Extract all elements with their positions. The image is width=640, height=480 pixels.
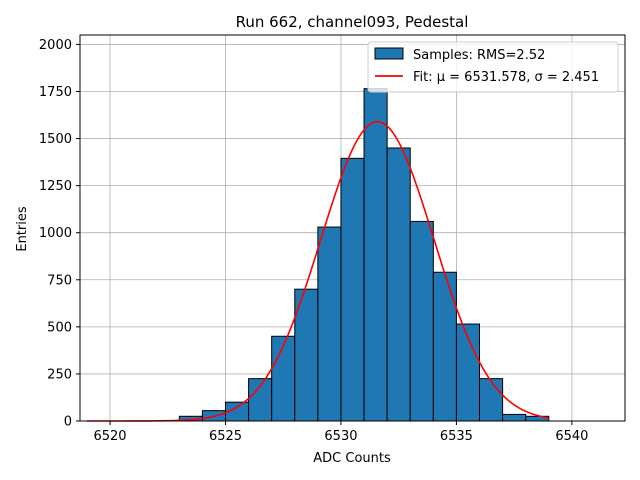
y-tick-label: 1500 (39, 132, 72, 147)
histogram-bars (178, 88, 550, 422)
y-tick-label: 250 (47, 367, 72, 382)
legend-label-histogram: Samples: RMS=2.52 (413, 48, 545, 63)
legend-swatch-histogram (374, 47, 404, 60)
histogram-bar (340, 157, 365, 422)
plot-frame (79, 34, 626, 422)
x-axis-label: ADC Counts (313, 451, 391, 466)
histogram-bar (386, 147, 411, 422)
x-tick-label: 6525 (209, 429, 242, 444)
y-axis-ticks: 0 250 500 750 1000 1250 1500 1750 2000 (39, 38, 80, 430)
histogram-bar (409, 220, 434, 422)
histogram-bar (317, 226, 342, 422)
histogram-bar (502, 413, 527, 422)
y-tick-label: 2000 (39, 38, 72, 53)
legend-label-fit: Fit: μ = 6531.578, σ = 2.451 (413, 70, 599, 85)
y-axis-label: Entries (15, 206, 30, 252)
x-axis-ticks: 6520 6525 6530 6535 6540 (93, 421, 588, 444)
legend-box (367, 41, 619, 93)
y-tick-label: 750 (47, 273, 72, 288)
y-tick-label: 1250 (39, 179, 72, 194)
histogram-bar (271, 335, 296, 422)
y-tick-label: 500 (47, 320, 72, 335)
x-tick-label: 6530 (324, 429, 357, 444)
y-tick-label: 1000 (39, 226, 72, 241)
y-tick-label: 0 (64, 415, 72, 430)
chart-title: Run 662, channel093, Pedestal (236, 13, 469, 31)
histogram-bar (363, 88, 388, 422)
y-tick-label: 1750 (39, 85, 72, 100)
x-tick-label: 6520 (93, 429, 126, 444)
legend: Samples: RMS=2.52 Fit: μ = 6531.578, σ =… (367, 41, 619, 93)
histogram-bar (479, 378, 504, 422)
histogram-bar (432, 271, 457, 422)
x-tick-label: 6540 (555, 429, 588, 444)
x-tick-label: 6535 (440, 429, 473, 444)
